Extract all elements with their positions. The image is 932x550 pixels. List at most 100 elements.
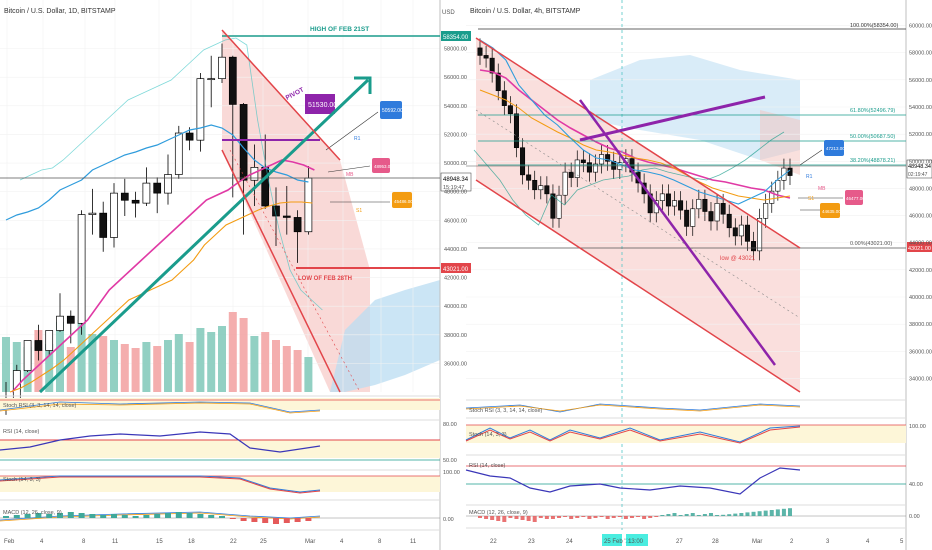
candle [483,55,489,59]
macd-bar [478,516,482,518]
left-rsi-label: RSI (14, close) [3,429,40,435]
right-indicators: Stoch RSI (3, 3, 14, 14, close) Stoch (1… [465,403,926,522]
left-chart-panel [0,0,441,550]
candle [520,147,526,176]
ichimoku-cloud [330,280,440,392]
candle [678,200,684,211]
macd-bar [636,516,641,517]
s1-label: S1 [356,208,362,214]
candle [659,193,665,201]
right-date-tick: 23 [528,539,535,545]
left-stoch-100: 100.00 [443,470,460,476]
left-date-tick: 11 [112,539,119,545]
macd-bar [35,513,42,518]
macd-bar [666,514,671,516]
right-macd-label: MACD (12, 26, close, 9) [469,510,528,516]
right-low-value: 43021.00 [908,246,931,252]
right-price-tick: 40000.00 [909,295,932,301]
macd-bar [240,518,247,521]
macd-bar [502,516,507,522]
macd-bar [745,512,750,516]
right-price-tick: 38000.00 [909,322,932,328]
right-blue-ma [479,39,791,205]
candle [550,193,556,219]
right-channel-zone [476,38,800,392]
left-date-tick: 4 [340,539,344,545]
candle [775,179,781,192]
volume-bar [293,350,302,392]
left-price-tick: 42000.00 [444,276,467,282]
right-s1-label: S1 [808,196,814,202]
candle [556,194,562,219]
right-date-tick: 5 [900,539,904,545]
left-price-tick: 56000.00 [444,75,467,81]
candle [304,177,313,233]
left-chart-header: Bitcoin / U.S. Dollar, 1D, BITSTAMP [4,8,116,15]
volume-bar [261,332,270,392]
right-s1-tag [820,203,840,218]
fib-382: 38.20%(48878.21) [850,158,895,164]
mb-tag [372,158,390,173]
macd-bar [251,518,258,522]
macd-bar [702,514,707,516]
right-rsi-40: 40.00 [909,482,923,488]
macd-bar [538,516,543,518]
candle [690,208,696,227]
candle [507,105,513,115]
candle [56,315,64,331]
candle [605,154,611,162]
right-lagging-span [473,131,785,226]
right-price-tick: 54000.00 [909,105,932,111]
volume-bar [196,328,205,392]
r1-value: 50592.00 [382,108,403,114]
left-rsi-50: 50.00 [443,458,457,464]
low-annotation: low @ 43021 [720,256,756,262]
left-date-tick: 22 [230,539,237,545]
left-price-tick: 58000.00 [444,47,467,53]
left-price-tick: 46000.00 [444,218,467,224]
macd-bar [757,511,762,516]
macd-bar [490,516,495,520]
volume-bar [282,346,291,392]
fib-618: 61.80%(52496.79) [850,108,895,114]
macd-bar [611,516,616,518]
volume-bar [164,340,172,392]
right-date-tick: 24 [566,539,573,545]
macd-bar [283,518,290,523]
left-date-tick: 18 [188,539,195,545]
right-chart-header: Bitcoin / U.S. Dollar, 4h, BITSTAMP [470,8,581,15]
left-date-axis: Feb 4 8 11 15 18 22 25 Mar 4 8 11 [4,539,417,545]
candle [218,56,226,80]
left-price-tick: 48000.00 [444,190,467,196]
candle [538,185,544,191]
macd-bar [575,516,580,518]
right-date-tick: 3 [826,539,830,545]
macd-bar [175,512,182,518]
candle [477,47,483,56]
macd-bar [563,516,568,517]
s1-tag [392,192,412,208]
left-date-tick: 11 [410,539,417,545]
left-price-tick: 54000.00 [444,104,467,110]
candle [714,203,720,222]
macd-bar [526,516,531,521]
macd-bar [739,513,744,516]
macd-bar [557,516,562,518]
macd-bar [721,514,726,516]
macd-bar [605,516,610,519]
right-mb-label: MB [818,186,826,192]
right-current-price: 48948.34 [908,164,931,170]
macd-bar [496,516,501,521]
macd-bar [599,516,604,517]
volume-bar [34,330,43,392]
left-date-tick: 8 [378,539,382,545]
macd-bar [617,516,622,517]
right-price-tick: 58000.00 [909,51,932,57]
macd-bar [111,514,117,518]
left-date-tick: 4 [40,539,44,545]
pink-ma-line [11,159,315,393]
right-current-tag [906,159,932,179]
right-price-axis: 60000.00 58000.00 56000.00 54000.00 52000.00… [909,24,932,383]
candle [574,159,580,178]
